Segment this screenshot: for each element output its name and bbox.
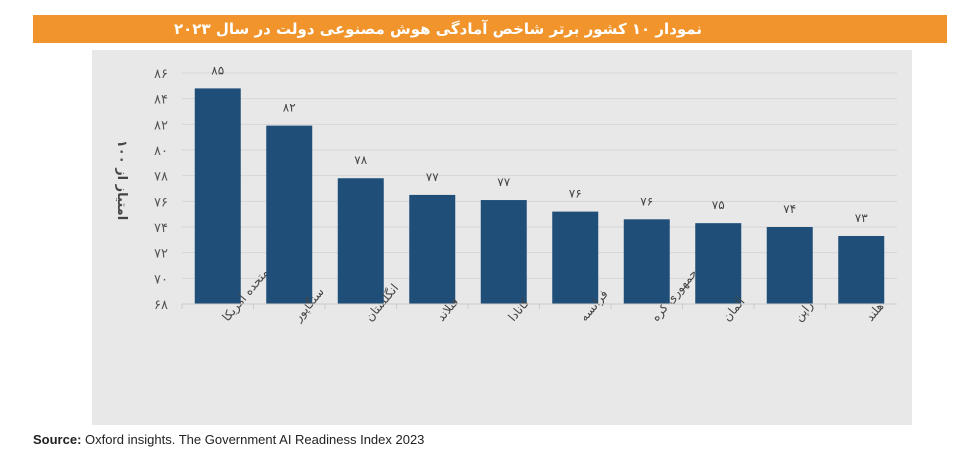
bar [623,219,670,304]
y-tick-label: ۸۲ [154,118,168,133]
chart-area: ۶۸ ۷۰ ۷۲ ۷۴ ۷۶ ۷۸ ۸۰ ۸۲ ۸۴ ۸۶ امتیاز از ۱۰۰ ۸۵ ایالا… [92,50,912,425]
bar [838,235,885,304]
y-axis-label: امتیاز از ۱۰۰ [114,140,129,220]
data-label: ۸۵ [211,63,224,77]
data-label: ۷۴ [783,202,796,216]
source-text: Oxford insights. The Government AI Readi… [81,432,425,447]
data-label: ۷۸ [354,153,367,167]
bar [409,194,456,304]
y-tick-label: ۷۶ [154,195,168,210]
data-label: ۷۷ [497,175,510,189]
chart-title: نمودار ۱۰ کشور برتر شاخص آمادگی هوش مصنو… [33,15,947,43]
data-label: ۷۶ [569,187,582,201]
bar [766,227,813,304]
bar [337,178,384,304]
y-tick-label: ۷۴ [154,221,168,236]
y-tick-label: ۶۸ [154,298,168,313]
bar [552,211,599,304]
y-tick-label: ۷۸ [154,170,168,185]
y-tick-label: ۸۰ [154,144,168,159]
y-tick-label: ۷۰ [154,272,168,287]
bar [695,223,742,304]
bar [480,200,527,304]
source-note: Source: Oxford insights. The Government … [33,432,424,447]
data-label: ۷۶ [640,194,653,208]
y-tick-label: ۸۶ [154,67,168,82]
data-label: ۸۲ [283,101,296,115]
source-label: Source: [33,432,82,447]
y-tick-label: ۷۲ [154,247,168,262]
bar [266,125,313,304]
y-tick-label: ۸۴ [154,93,168,108]
data-label: ۷۳ [855,211,868,225]
bar [194,88,241,305]
data-label: ۷۷ [426,170,439,184]
data-label: ۷۵ [712,198,725,212]
